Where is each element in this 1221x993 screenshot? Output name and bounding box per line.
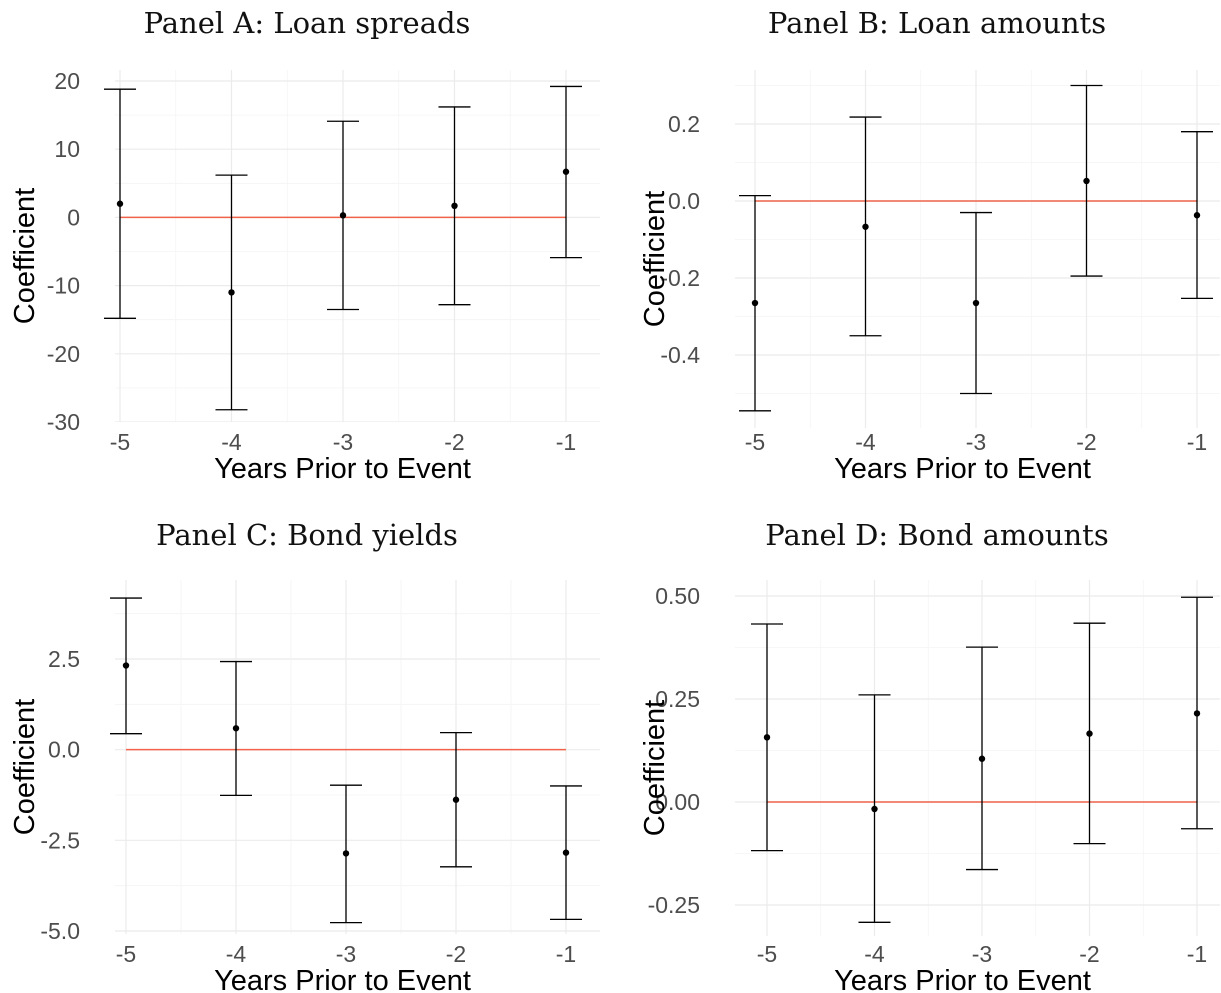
data-point xyxy=(1193,710,1201,717)
panel-title: Panel A: Loan spreads xyxy=(144,6,471,40)
panel-a: 20 10 0 -10 -20 -30 -5 -4 -3 -2 -1 Panel A: Loan sp… xyxy=(9,6,600,485)
data-point xyxy=(871,805,878,813)
data-point xyxy=(122,662,130,669)
data-point xyxy=(1083,177,1090,185)
data-point xyxy=(972,299,980,307)
x-tick-label: -3 xyxy=(333,429,353,455)
x-tick-label: -2 xyxy=(444,429,464,455)
x-axis-title: Years Prior to Event xyxy=(214,965,471,993)
data-point xyxy=(562,849,570,856)
x-tick-label: -1 xyxy=(1187,429,1207,455)
x-tick-label: -4 xyxy=(226,941,247,967)
x-tick-label: -4 xyxy=(855,429,876,455)
x-tick-label: -4 xyxy=(221,429,242,455)
x-tick-label: -3 xyxy=(336,941,356,967)
y-tick-label: 0.25 xyxy=(655,686,700,712)
y-tick-label: -0.4 xyxy=(660,342,700,368)
grid-lines xyxy=(735,580,1220,936)
x-tick-label: -5 xyxy=(745,429,765,455)
data-point xyxy=(1086,730,1093,737)
data-point xyxy=(763,734,771,741)
x-tick-label: -3 xyxy=(966,429,986,455)
x-tick-label: -1 xyxy=(556,429,576,455)
grid-lines xyxy=(115,580,600,934)
y-tick-label: -0.25 xyxy=(648,892,700,918)
data-point xyxy=(451,202,458,210)
y-tick-label: 2.5 xyxy=(48,646,80,672)
x-tick-label: -1 xyxy=(556,941,576,967)
x-tick-label: -4 xyxy=(864,941,885,967)
y-tick-label: 0.0 xyxy=(668,188,700,214)
data-point xyxy=(342,850,350,857)
y-tick-label: 0.50 xyxy=(655,583,700,609)
y-tick-label: -30 xyxy=(47,409,80,435)
y-tick-label: 0.00 xyxy=(655,789,700,815)
x-axis-title: Years Prior to Event xyxy=(214,453,471,485)
grid-lines xyxy=(735,70,1220,428)
x-tick-label: -1 xyxy=(1187,941,1207,967)
panel-title: Panel C: Bond yields xyxy=(156,518,458,552)
y-tick-label: 0.0 xyxy=(48,737,80,763)
y-tick-label: -0.2 xyxy=(660,265,700,291)
data-point xyxy=(562,168,570,175)
data-point xyxy=(751,299,759,307)
y-tick-label: -20 xyxy=(47,341,80,367)
data-point xyxy=(339,212,347,219)
x-tick-label: -2 xyxy=(1076,429,1096,455)
y-tick-label: 0 xyxy=(67,204,80,230)
y-axis-title: Coefficient xyxy=(9,188,41,325)
panel-b: 0.2 0.0 -0.2 -0.4 -5 -4 -3 -2 -1 Panel B: Loan am… xyxy=(639,6,1220,485)
data-point xyxy=(232,725,240,732)
data-point xyxy=(862,223,869,230)
y-axis-title: Coefficient xyxy=(639,700,671,837)
x-tick-label: -2 xyxy=(446,941,466,967)
y-tick-label: -10 xyxy=(47,273,80,299)
y-tick-label: 20 xyxy=(54,68,80,94)
x-tick-label: -3 xyxy=(972,941,992,967)
x-tick-label: -2 xyxy=(1079,941,1099,967)
x-tick-label: -5 xyxy=(116,941,136,967)
x-tick-label: -5 xyxy=(757,941,777,967)
x-axis-title: Years Prior to Event xyxy=(834,453,1091,485)
data-point xyxy=(1193,212,1201,219)
y-tick-label: 0.2 xyxy=(668,111,700,137)
y-tick-label: -5.0 xyxy=(40,918,80,944)
data-point xyxy=(228,289,235,296)
y-axis-title: Coefficient xyxy=(639,191,671,328)
panel-title: Panel D: Bond amounts xyxy=(765,518,1108,552)
panel-d: 0.50 0.25 0.00 -0.25 -5 -4 -3 -2 -1 Panel D: Bond… xyxy=(639,518,1220,993)
y-tick-label: 10 xyxy=(54,136,80,162)
panel-title: Panel B: Loan amounts xyxy=(768,6,1106,40)
data-point xyxy=(116,200,124,207)
y-tick-label: -2.5 xyxy=(40,827,80,853)
x-axis-title: Years Prior to Event xyxy=(834,965,1091,993)
data-point xyxy=(978,755,986,762)
grid-lines xyxy=(115,70,600,422)
panel-c: 2.5 0.0 -2.5 -5.0 -5 -4 -3 -2 -1 Panel C: Bond yi… xyxy=(9,518,600,993)
data-point xyxy=(452,796,460,803)
y-axis-title: Coefficient xyxy=(9,699,41,836)
x-tick-label: -5 xyxy=(110,429,130,455)
